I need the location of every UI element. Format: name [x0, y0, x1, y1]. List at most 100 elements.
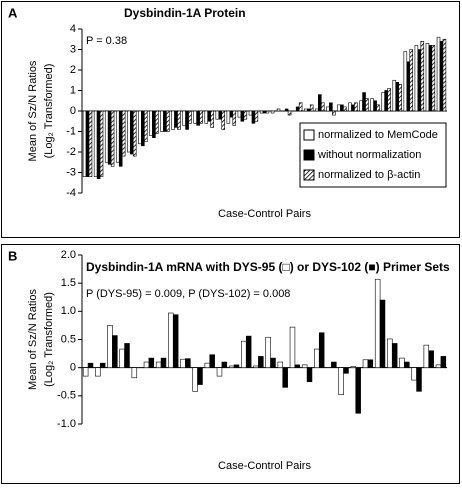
y-tick-label: 0	[70, 105, 76, 117]
x-axis-label: Case-Control Pairs	[218, 208, 311, 220]
bar	[436, 36, 441, 112]
y-axis-label: Mean of Sz/N Ratios	[27, 60, 39, 161]
bar	[265, 336, 271, 368]
bar	[185, 110, 189, 130]
y-tick-label: 2.0	[61, 249, 76, 261]
bar	[241, 340, 247, 368]
y-tick-label: -3	[66, 166, 76, 178]
bar	[343, 106, 347, 112]
bar	[340, 104, 344, 112]
bar	[144, 110, 148, 143]
y-tick-label: 3	[70, 43, 76, 55]
bar	[258, 356, 264, 368]
bar	[172, 314, 179, 368]
bar	[93, 110, 98, 177]
bar	[439, 40, 444, 112]
bar	[216, 367, 223, 377]
legend-label: normalized to β-actin	[318, 169, 420, 181]
bar	[155, 361, 162, 368]
bar	[306, 367, 313, 383]
bar	[425, 43, 430, 112]
y-tick-label: 0.5	[61, 333, 76, 345]
bar	[174, 110, 178, 128]
bar	[204, 110, 209, 124]
bar	[326, 106, 330, 112]
bar	[289, 326, 296, 368]
y-tick-label: 2	[70, 64, 76, 76]
bar	[115, 110, 120, 163]
bar	[229, 110, 234, 118]
bar	[270, 357, 276, 368]
bar	[141, 110, 145, 147]
bar	[121, 110, 126, 157]
legend-swatch	[303, 169, 315, 181]
bar	[110, 110, 115, 167]
bar	[107, 110, 112, 165]
bar	[129, 110, 134, 155]
legend-box	[299, 122, 447, 188]
bar	[318, 94, 322, 112]
bar	[370, 98, 374, 112]
bar	[132, 110, 137, 157]
y-axis-label: Mean of Sz/N Ratios	[27, 289, 39, 390]
bar	[379, 299, 386, 368]
bar	[188, 110, 192, 124]
y-tick-label: 1	[70, 84, 76, 96]
bar	[262, 110, 267, 114]
bar	[331, 361, 337, 368]
bar	[85, 110, 90, 177]
bar	[237, 110, 242, 118]
y-tick-label: -1.0	[57, 418, 76, 430]
bar	[99, 362, 106, 368]
bar	[232, 110, 237, 126]
bar	[240, 110, 245, 122]
bar	[118, 110, 123, 167]
bar	[387, 338, 393, 368]
bar	[343, 367, 349, 374]
y-axis-label: (Log₂ Transformed)	[43, 292, 55, 387]
bar	[315, 108, 319, 112]
bar	[233, 364, 240, 368]
bar	[435, 364, 442, 368]
bar	[420, 40, 425, 112]
bar	[155, 110, 159, 134]
bar	[282, 367, 288, 388]
legend-swatch	[303, 149, 315, 161]
bar	[209, 354, 215, 368]
bar	[320, 102, 325, 112]
chart-title: Dysbindin-1A Protein	[124, 6, 246, 20]
bar	[359, 100, 363, 112]
bar	[423, 344, 430, 368]
bar	[294, 364, 301, 368]
bar	[428, 350, 434, 368]
legend-label: without normalization	[317, 149, 421, 161]
y-tick-label: 4	[70, 23, 76, 35]
bar	[82, 110, 87, 177]
bar	[199, 110, 203, 124]
y-tick-label: 1.0	[61, 305, 76, 317]
bar	[374, 278, 381, 368]
bar	[185, 358, 191, 368]
bar	[373, 100, 377, 112]
bar	[248, 110, 253, 116]
bar	[306, 108, 311, 112]
bar	[309, 104, 314, 112]
bar	[431, 45, 436, 112]
bar	[196, 110, 200, 126]
bar	[277, 361, 284, 368]
y-tick-label: -4	[66, 187, 76, 199]
bar	[119, 348, 125, 368]
bar	[265, 110, 270, 114]
bar	[395, 82, 400, 112]
bar	[143, 361, 150, 368]
y-tick-label: 1.5	[61, 277, 76, 289]
bar	[287, 110, 292, 116]
bar	[82, 367, 89, 377]
panel-frame	[1, 244, 460, 484]
bar	[204, 362, 211, 368]
bar	[160, 110, 164, 132]
bar	[362, 92, 366, 112]
bar	[298, 102, 303, 112]
bar	[376, 104, 380, 112]
panel-label: B	[8, 248, 17, 263]
